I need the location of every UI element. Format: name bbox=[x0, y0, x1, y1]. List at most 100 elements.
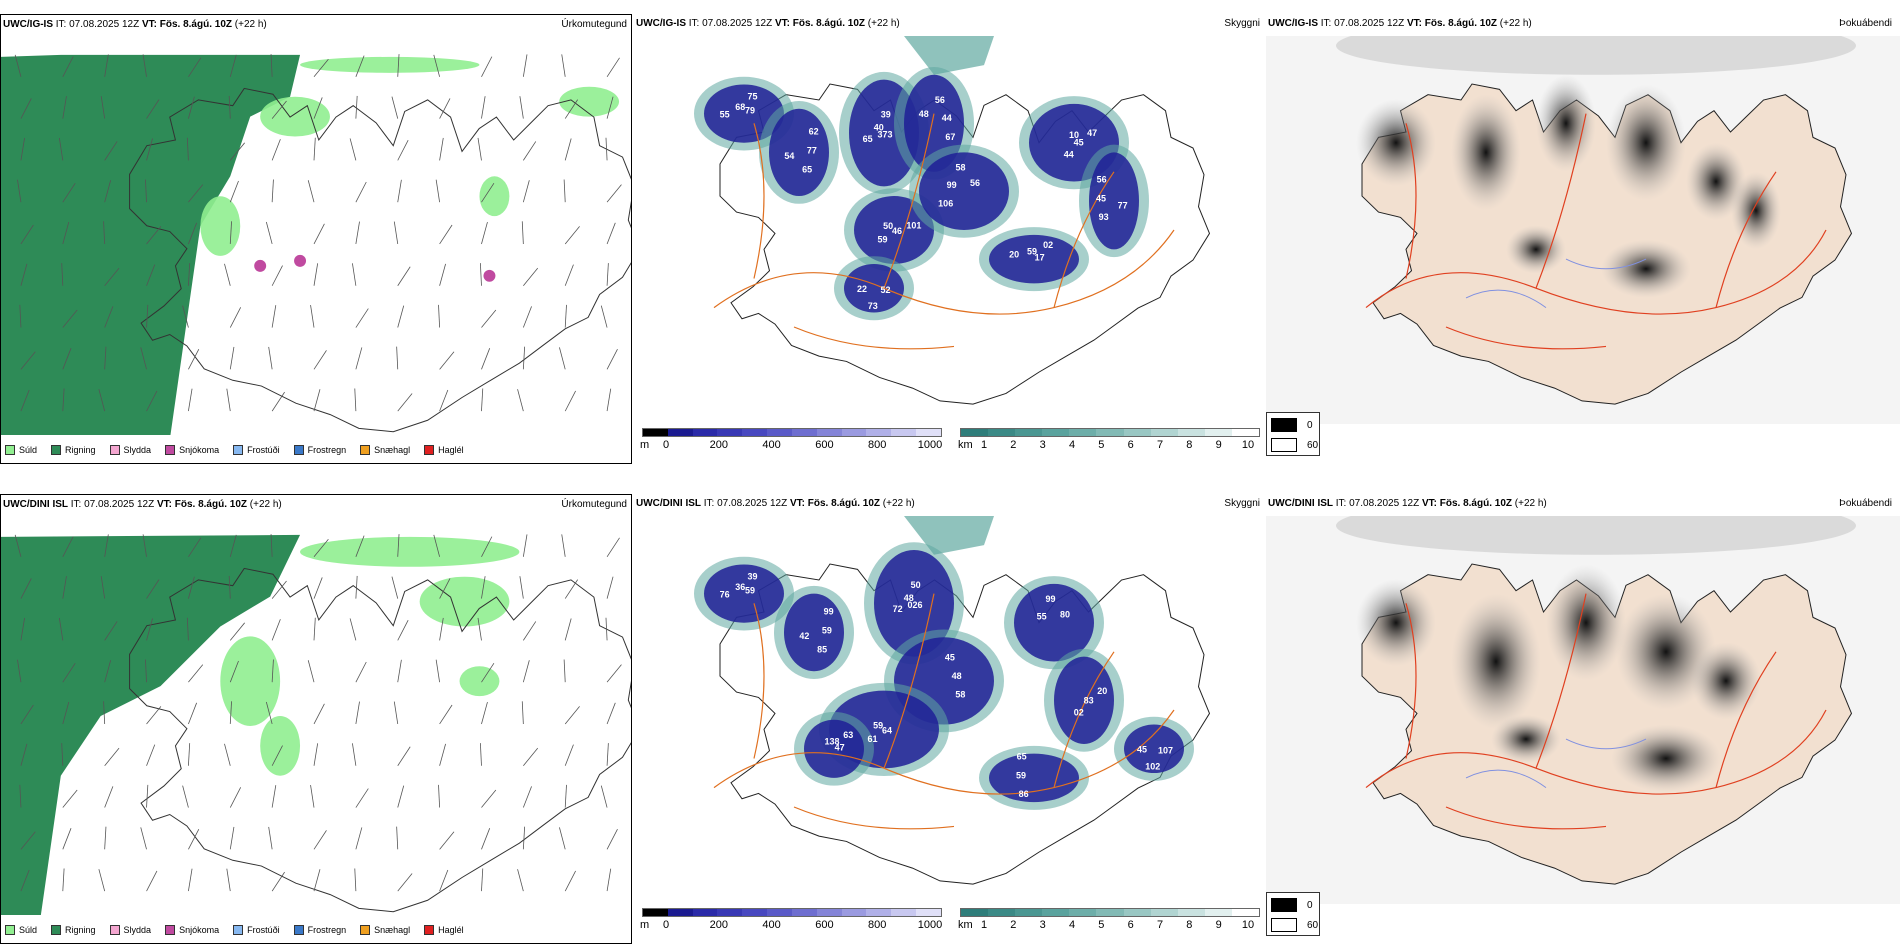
wind-barb bbox=[481, 536, 493, 557]
wind-barb bbox=[229, 307, 242, 328]
road-line bbox=[753, 123, 765, 279]
wind-barb bbox=[271, 659, 274, 683]
road-line bbox=[1535, 593, 1587, 769]
lead-time: (+22 h) bbox=[882, 498, 915, 509]
wind-barb bbox=[188, 184, 204, 203]
legend-label: Snæhagl bbox=[374, 925, 411, 935]
wind-barb bbox=[433, 534, 440, 557]
colorbar-tick-label: 1000 bbox=[917, 439, 943, 451]
colorbar-cell bbox=[717, 429, 743, 436]
cloud-area bbox=[769, 108, 829, 197]
wind-barb bbox=[352, 743, 357, 766]
wind-barb bbox=[606, 743, 609, 766]
wind-barb bbox=[481, 701, 488, 725]
fog-area bbox=[1611, 724, 1721, 793]
colorbar-cell bbox=[1096, 909, 1124, 916]
colorbar-cell bbox=[916, 909, 941, 916]
wind-barb bbox=[188, 263, 191, 286]
cloud-base-label: 45 bbox=[1096, 193, 1106, 203]
fog-legend-row2: 0 60 bbox=[1266, 892, 1320, 936]
wind-barb bbox=[104, 621, 118, 641]
fog-legend-min: 0 bbox=[1307, 419, 1313, 431]
colorbar-tick-label: 8 bbox=[1186, 439, 1193, 451]
wind-barb bbox=[352, 263, 357, 286]
colorbar-tick-label: 7 bbox=[1156, 439, 1164, 451]
river-line bbox=[1465, 769, 1547, 788]
fog-area bbox=[1691, 642, 1761, 720]
wind-barb bbox=[606, 576, 614, 599]
cloud-base-label: 45 bbox=[945, 653, 955, 663]
cloud-base-label: 50 bbox=[911, 580, 921, 590]
cloud-base-label: 67 bbox=[945, 132, 955, 142]
wind-barb bbox=[270, 54, 273, 77]
wind-barb bbox=[271, 745, 283, 766]
wind-barb bbox=[224, 263, 231, 286]
fog-map-row1 bbox=[1266, 36, 1900, 424]
legend-item-rigning: Rigning bbox=[51, 925, 96, 935]
legend-item-slydda: Slydda bbox=[109, 445, 151, 455]
model-label: UWC/IG-IS bbox=[636, 18, 686, 29]
fog-area bbox=[1731, 171, 1781, 250]
precip-header-row1: UWC/IG-IS IT: 07.08.2025 12Z VT: Fös. 8.… bbox=[1, 15, 631, 35]
cloud-base-label: 138 bbox=[824, 737, 839, 747]
colorbar-cell bbox=[816, 909, 842, 916]
init-time: IT: 07.08.2025 12Z bbox=[703, 498, 788, 509]
colorbar-tick-label: 0 bbox=[662, 439, 670, 451]
wind-barb bbox=[61, 263, 64, 286]
wind-barb bbox=[522, 534, 528, 557]
snow-patch bbox=[254, 259, 267, 272]
wind-barb bbox=[349, 138, 357, 161]
legend-swatch bbox=[51, 925, 62, 935]
legend-swatch bbox=[165, 925, 176, 935]
wind-barb bbox=[313, 263, 319, 286]
lead-time: (+22 h) bbox=[867, 18, 900, 29]
wind-barb bbox=[20, 704, 34, 725]
wind-barb bbox=[146, 784, 149, 808]
wind-barb bbox=[20, 224, 34, 245]
road-line bbox=[793, 326, 955, 350]
colorbar-cell bbox=[1042, 429, 1070, 436]
rain-area bbox=[1, 54, 301, 435]
cloud-base-label: 107 bbox=[1158, 746, 1173, 756]
colorbar-cell bbox=[717, 909, 743, 916]
road-line bbox=[1405, 123, 1417, 279]
wind-barb bbox=[605, 137, 608, 161]
cloud-base-label: 62 bbox=[809, 127, 819, 137]
wind-barb bbox=[313, 223, 325, 245]
wind-barb bbox=[606, 57, 620, 78]
wind-barb bbox=[271, 871, 285, 892]
road-line bbox=[883, 113, 935, 289]
colorbar-tick-label: 10 bbox=[1241, 439, 1255, 451]
fog-area bbox=[1606, 84, 1686, 201]
cloud-map-row1: 79 54 39 67 50 56 44 56 17 22 75 65 40 44 59 58 45 45 02 73… bbox=[634, 36, 1264, 424]
colorbar-tick-label: 3 bbox=[1039, 919, 1046, 931]
fog-legend-min: 0 bbox=[1307, 899, 1313, 911]
fog-legend-row1: 0 60 bbox=[1266, 412, 1320, 456]
lead-time: (+22 h) bbox=[234, 19, 267, 30]
wind-barb bbox=[393, 221, 399, 245]
cloud-base-label: 77 bbox=[807, 146, 817, 156]
panel-title: Úrkomutegund bbox=[561, 499, 627, 510]
legend-swatch bbox=[165, 445, 176, 455]
wind-barb bbox=[313, 58, 329, 78]
legend-item-frostúði: Frostúði bbox=[233, 925, 280, 935]
wind-barb bbox=[146, 138, 153, 161]
legend-swatch bbox=[293, 445, 304, 455]
fog-swatch-black bbox=[1271, 418, 1297, 432]
wind-barb bbox=[104, 267, 120, 287]
precip-panel-row2: UWC/DINI ISL IT: 07.08.2025 12Z VT: Fös.… bbox=[0, 494, 632, 944]
wind-barb bbox=[391, 96, 399, 119]
drizzle-area bbox=[200, 196, 241, 256]
init-time: IT: 07.08.2025 12Z bbox=[70, 499, 155, 510]
wind-barb bbox=[391, 576, 399, 599]
fog-area bbox=[1356, 579, 1436, 667]
legend-item-snæhagl: Snæhagl bbox=[360, 445, 410, 455]
colorbar-cell bbox=[841, 429, 867, 436]
legend-swatch bbox=[233, 925, 244, 935]
wind-barb bbox=[481, 96, 486, 119]
colorbar-cell bbox=[692, 429, 718, 436]
wind-barb bbox=[523, 267, 539, 287]
fog-swatch-white bbox=[1271, 918, 1297, 932]
colorbar-tick-label: 1 bbox=[980, 439, 988, 451]
cloud-panel-row2: UWC/DINI ISL IT: 07.08.2025 12Z VT: Fös.… bbox=[634, 494, 1264, 944]
